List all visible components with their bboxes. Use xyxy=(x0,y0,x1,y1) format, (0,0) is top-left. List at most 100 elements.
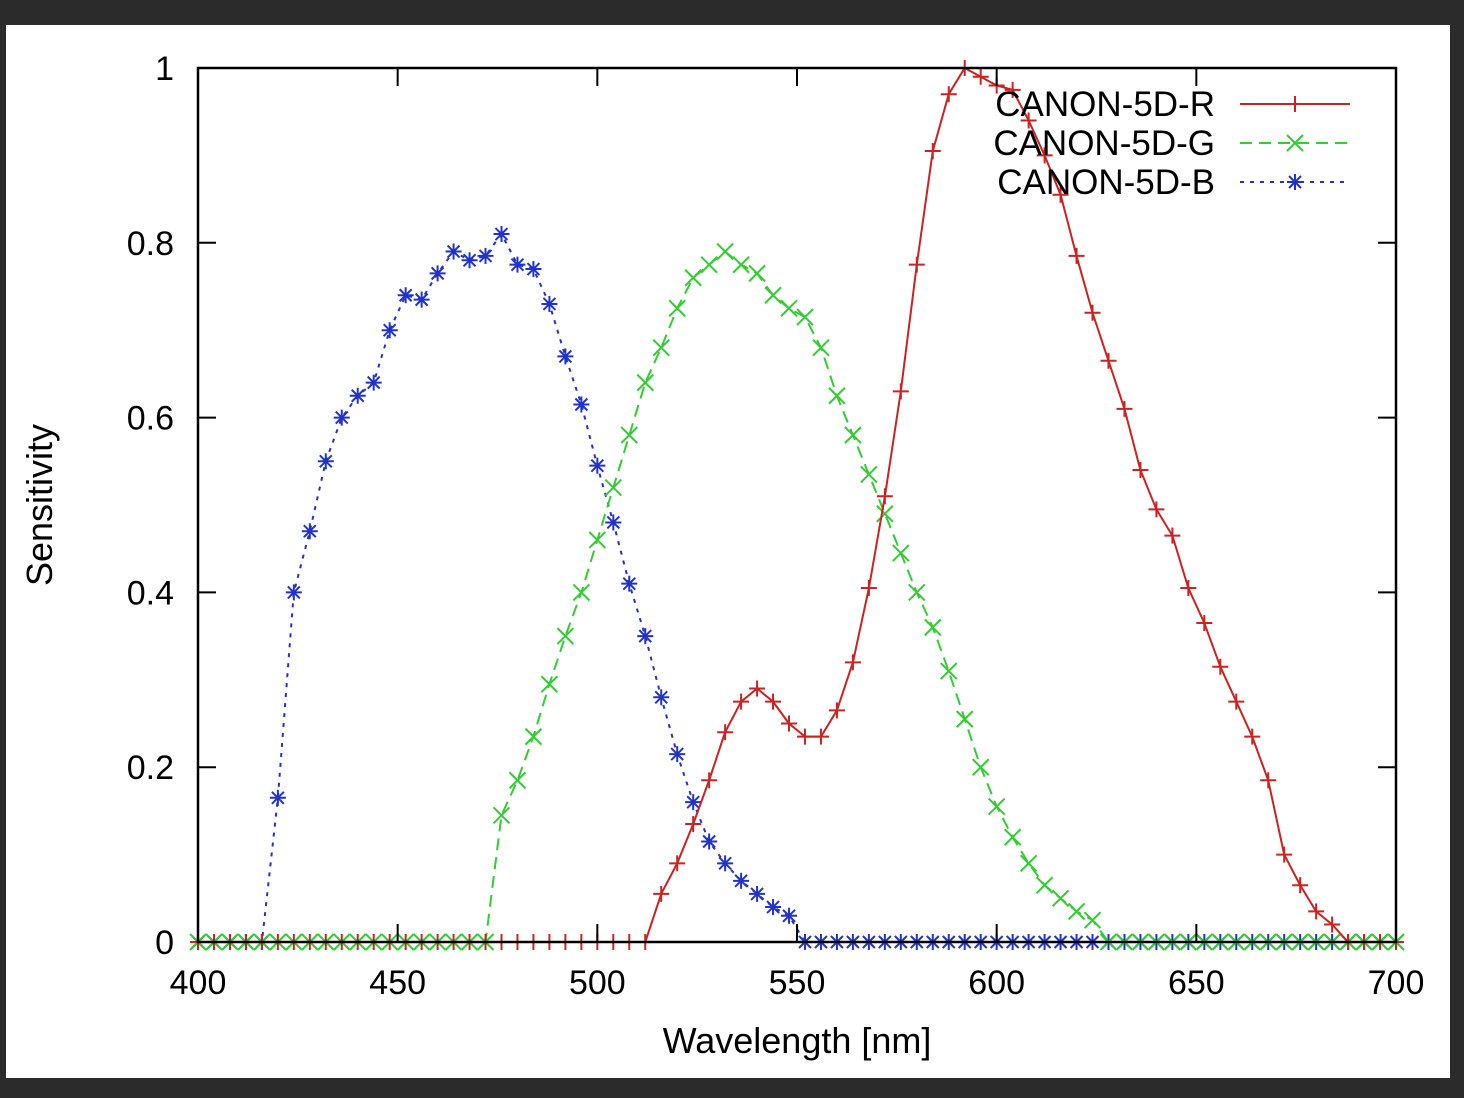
data-point-marker xyxy=(557,348,574,365)
data-point-marker xyxy=(844,426,862,444)
data-point-marker xyxy=(701,833,718,850)
x-tick-label: 600 xyxy=(968,964,1025,1002)
data-point-marker xyxy=(604,478,623,497)
series-canon-5d-r xyxy=(190,60,1404,950)
y-tick-label: 0.2 xyxy=(127,749,174,787)
data-point-marker xyxy=(669,746,686,763)
data-point-marker xyxy=(1324,916,1341,933)
chart-svg: 400 450 500 550 600 650 700 0 0.2 0.4 0.6 0.8 1 Wave… xyxy=(19,50,1425,1061)
plot-frame xyxy=(196,66,1398,944)
x-tick-label: 450 xyxy=(369,964,426,1002)
data-point-marker xyxy=(956,710,974,728)
data-point-marker xyxy=(397,287,414,304)
data-point-marker xyxy=(781,715,798,732)
data-point-marker xyxy=(924,143,941,160)
data-point-marker xyxy=(1116,400,1133,417)
y-tick-label: 0 xyxy=(155,924,174,962)
data-point-marker xyxy=(717,855,734,872)
y-tick-label: 1 xyxy=(155,50,174,88)
data-point-marker xyxy=(381,322,398,339)
data-point-marker xyxy=(637,628,654,645)
data-point-marker xyxy=(908,256,925,273)
data-point-marker xyxy=(701,772,718,789)
legend-item: CANON-5D-R xyxy=(995,85,1350,124)
data-point-marker xyxy=(749,885,766,902)
data-point-marker xyxy=(492,806,511,824)
data-point-marker xyxy=(508,771,527,790)
data-point-marker xyxy=(828,702,845,719)
data-point-marker xyxy=(1051,889,1070,908)
data-point-marker xyxy=(892,544,910,562)
data-point-marker xyxy=(413,291,430,308)
data-point-marker xyxy=(589,457,606,474)
data-point-marker xyxy=(301,523,318,540)
data-point-marker xyxy=(669,855,686,872)
y-tick-label: 0.4 xyxy=(127,574,174,612)
data-point-marker xyxy=(509,256,526,273)
data-point-marker xyxy=(684,269,702,287)
data-point-marker xyxy=(1286,134,1304,152)
data-point-marker xyxy=(940,662,958,680)
data-point-marker xyxy=(588,531,607,549)
data-point-marker xyxy=(1083,911,1102,929)
data-point-marker xyxy=(1196,614,1213,631)
data-point-marker xyxy=(1292,877,1309,894)
data-point-marker xyxy=(652,338,670,357)
data-point-marker xyxy=(572,583,591,602)
data-point-marker xyxy=(812,728,829,745)
data-point-marker xyxy=(1084,304,1101,321)
data-point-marker xyxy=(477,247,494,264)
data-point-marker xyxy=(908,583,926,602)
data-point-marker xyxy=(828,387,846,405)
data-point-marker xyxy=(876,488,893,505)
data-point-marker xyxy=(269,789,286,806)
data-point-marker xyxy=(1052,186,1069,203)
data-point-marker xyxy=(972,68,989,85)
data-point-marker xyxy=(636,373,654,392)
data-point-marker xyxy=(317,453,334,470)
data-point-marker xyxy=(860,580,877,597)
data-point-marker xyxy=(1164,527,1181,544)
data-point-marker xyxy=(1068,247,1085,264)
data-point-marker xyxy=(668,299,686,318)
data-point-marker xyxy=(365,374,382,391)
data-point-marker xyxy=(844,654,861,671)
legend-item: CANON-5D-G xyxy=(993,124,1350,163)
y-tick-label: 0.6 xyxy=(127,400,174,438)
data-point-marker xyxy=(621,575,638,592)
data-point-marker xyxy=(605,514,622,531)
data-point-marker xyxy=(1003,828,1022,846)
data-point-marker xyxy=(765,899,782,916)
data-point-marker xyxy=(1308,903,1325,920)
data-point-marker xyxy=(812,338,830,357)
data-point-marker xyxy=(333,409,350,426)
data-point-marker xyxy=(732,255,750,274)
data-point-marker xyxy=(971,758,990,776)
data-point-marker xyxy=(1212,658,1229,675)
data-point-marker xyxy=(700,255,718,274)
data-point-marker xyxy=(620,426,638,444)
data-point-marker xyxy=(796,308,814,326)
data-point-marker xyxy=(653,689,670,706)
data-point-marker xyxy=(1019,854,1038,873)
data-point-marker xyxy=(573,396,590,413)
data-point-marker xyxy=(940,86,957,103)
data-point-marker xyxy=(1132,462,1149,479)
data-point-marker xyxy=(556,627,575,645)
data-point-marker xyxy=(876,505,894,523)
data-point-marker xyxy=(1067,902,1086,921)
data-point-marker xyxy=(429,265,446,282)
data-point-marker xyxy=(748,264,766,283)
ticks-layer: 400 450 500 550 600 650 700 0 0.2 0.4 0.6 0.8 1 xyxy=(127,50,1425,1002)
data-point-marker xyxy=(765,693,782,710)
data-point-marker xyxy=(860,465,878,484)
legend-label: CANON-5D-G xyxy=(993,124,1215,163)
legend-label: CANON-5D-B xyxy=(997,163,1215,202)
data-point-marker xyxy=(1244,728,1261,745)
x-tick-label: 650 xyxy=(1168,964,1225,1002)
data-point-marker xyxy=(1276,846,1293,863)
x-tick-label: 550 xyxy=(769,964,826,1002)
data-point-marker xyxy=(1148,501,1165,518)
data-point-marker xyxy=(525,261,542,278)
